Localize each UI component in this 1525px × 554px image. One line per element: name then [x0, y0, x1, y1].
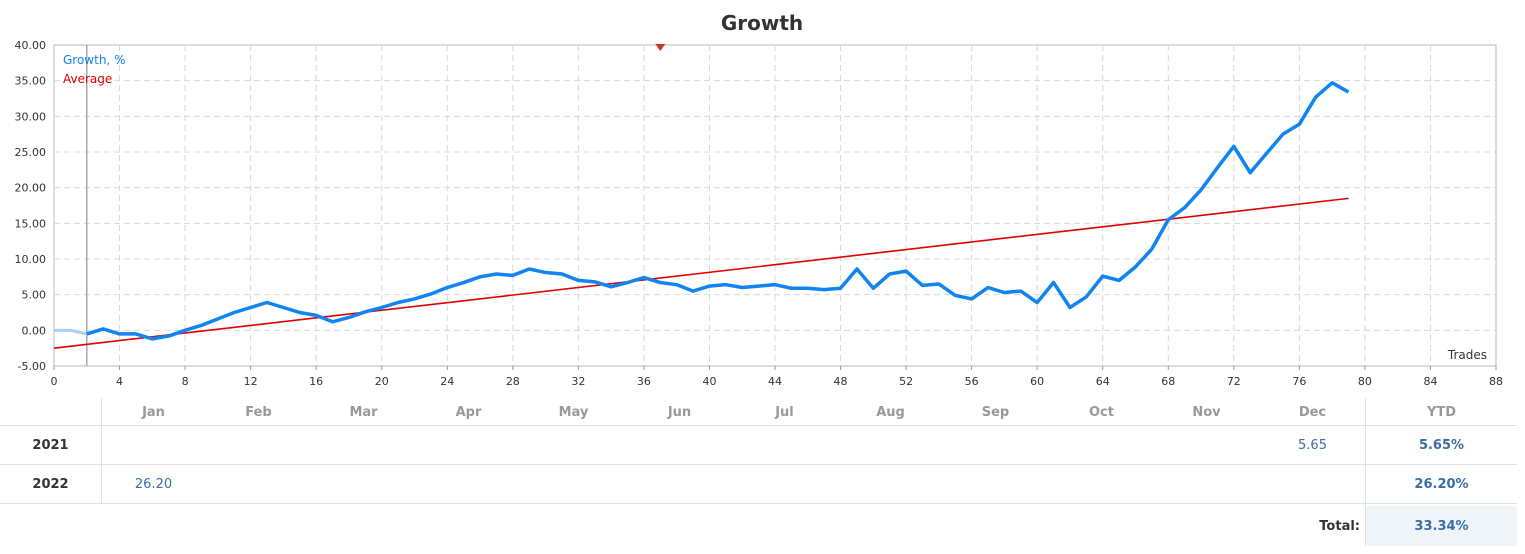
y-tick-label: 30.00	[15, 110, 47, 123]
month-header: Jul	[775, 404, 794, 420]
month-header: Dec	[1298, 404, 1327, 420]
year-label: 2021	[32, 437, 69, 453]
total-value: 33.34%	[1414, 518, 1469, 534]
y-tick-label: 40.00	[15, 39, 47, 52]
month-header: Nov	[1192, 404, 1221, 420]
average-line	[53, 197, 1349, 349]
x-tick-label: 40	[702, 375, 716, 388]
month-header: Jun	[667, 404, 692, 420]
month-header: Apr	[455, 404, 482, 420]
table-header: Jan Feb Mar Apr May Jun Jul Aug Sep Oct Nov Dec YTD	[0, 398, 1517, 426]
x-tick-label: 12	[244, 375, 258, 388]
x-tick-label: 44	[768, 375, 782, 388]
y-tick-label: 20.00	[15, 182, 47, 195]
month-header: Jan	[142, 404, 165, 420]
growth-line-start	[54, 328, 88, 336]
monthly-growth-table: Jan Feb Mar Apr May Jun Jul Aug Sep Oct Nov Dec YTD …	[0, 398, 1525, 554]
month-value: 5.65	[1298, 437, 1327, 453]
x-tick-label: 0	[51, 375, 58, 388]
total-label: Total:	[1319, 518, 1360, 534]
x-tick-label: 72	[1227, 375, 1241, 388]
axes: 40.0035.0030.0025.0020.0015.0010.005.000…	[15, 39, 1504, 388]
y-tick-label: 10.00	[15, 253, 47, 266]
y-tick-label: 0.00	[22, 324, 47, 337]
table-row: 2021 5.65 5.65%	[0, 426, 1517, 464]
growth-line	[86, 81, 1350, 341]
x-tick-label: 84	[1423, 375, 1437, 388]
x-tick-label: 80	[1358, 375, 1372, 388]
month-header: May	[558, 404, 589, 420]
event-marker	[655, 44, 666, 51]
month-header: Oct	[1089, 404, 1114, 420]
x-tick-label: 8	[182, 375, 189, 388]
x-tick-label: 52	[899, 375, 913, 388]
x-tick-label: 32	[571, 375, 585, 388]
legend: Growth, % Average	[63, 53, 125, 86]
x-tick-label: 16	[309, 375, 323, 388]
x-tick-label: 28	[506, 375, 520, 388]
y-tick-label: 25.00	[15, 146, 47, 159]
growth-chart: Growth 40.0035.0030.0025.0020.0015.0010.…	[15, 11, 1504, 388]
x-axis-label: Trades	[1447, 348, 1487, 362]
x-tick-label: 36	[637, 375, 651, 388]
legend-average: Average	[63, 72, 112, 86]
x-tick-label: 20	[375, 375, 389, 388]
x-tick-label: 60	[1030, 375, 1044, 388]
month-header: Aug	[876, 404, 905, 420]
month-header: Mar	[349, 404, 378, 420]
x-tick-label: 88	[1489, 375, 1503, 388]
legend-growth: Growth, %	[63, 53, 125, 67]
x-tick-label: 68	[1161, 375, 1175, 388]
x-tick-label: 56	[965, 375, 979, 388]
y-tick-label: 15.00	[15, 217, 47, 230]
x-tick-label: 48	[834, 375, 848, 388]
x-tick-label: 24	[440, 375, 454, 388]
month-header: Sep	[981, 404, 1010, 420]
x-tick-label: 64	[1096, 375, 1110, 388]
x-tick-label: 76	[1292, 375, 1306, 388]
grid-lines	[53, 44, 1497, 367]
chart-title: Growth	[721, 11, 803, 35]
ytd-header: YTD	[1426, 404, 1457, 420]
y-tick-label: 35.00	[15, 75, 47, 88]
ytd-value: 5.65%	[1418, 437, 1465, 453]
month-value: 26.20	[134, 476, 173, 492]
ytd-value: 26.20%	[1414, 476, 1469, 492]
y-tick-label: -5.00	[18, 360, 46, 373]
x-tick-label: 4	[116, 375, 123, 388]
series-lines	[53, 44, 1350, 349]
total-cell-bg	[1366, 506, 1517, 546]
year-label: 2022	[32, 476, 69, 492]
month-header: Feb	[245, 404, 272, 420]
table-row: 2022 26.20 26.20%	[0, 465, 1517, 503]
y-tick-label: 5.00	[22, 289, 47, 302]
